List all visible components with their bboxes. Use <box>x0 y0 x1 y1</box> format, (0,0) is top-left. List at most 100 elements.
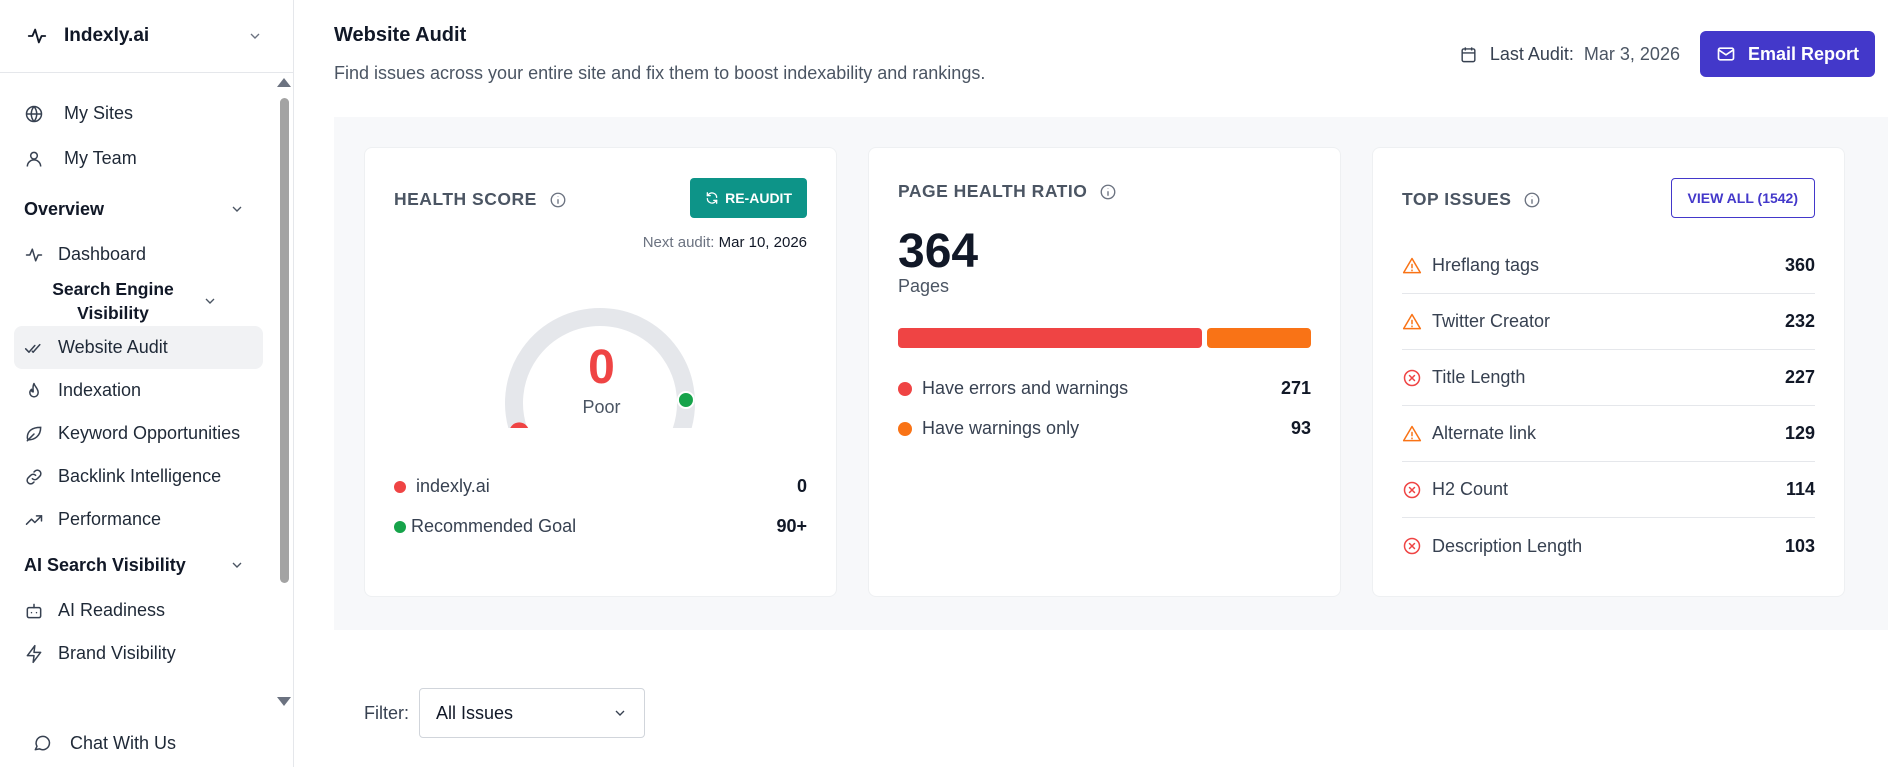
sidebar-item-keyword-opportunities[interactable]: Keyword Opportunities <box>14 412 263 455</box>
info-icon[interactable] <box>1099 183 1117 201</box>
page-health-ratio-title: PAGE HEALTH RATIO <box>898 181 1117 202</box>
main-content: Website Audit Find issues across your en… <box>294 0 1888 767</box>
filter-select[interactable]: All Issues <box>419 688 645 738</box>
issue-label: Title Length <box>1432 367 1526 387</box>
sidebar-scrollbar[interactable] <box>277 76 291 706</box>
sidebar-item-label: Indexation <box>58 380 142 400</box>
section-overview[interactable]: Overview <box>14 185 263 233</box>
error-circle-icon <box>1403 537 1421 555</box>
chat-with-us-button[interactable]: Chat With Us <box>0 719 293 767</box>
ratio-segment-warnings <box>1206 328 1311 348</box>
issue-row[interactable]: Alternate link 129 <box>1402 406 1815 462</box>
sidebar-item-label: My Team <box>64 148 137 168</box>
issue-row[interactable]: Description Length 103 <box>1402 518 1815 574</box>
link-icon <box>26 468 42 485</box>
site-switcher[interactable]: Indexly.ai <box>0 0 293 73</box>
issue-count: 232 <box>1784 311 1815 331</box>
chevron-down-icon <box>232 562 242 568</box>
issue-label: Description Length <box>1432 535 1583 556</box>
sidebar-item-dashboard[interactable]: Dashboard <box>14 233 263 276</box>
ratio-label: Have warnings only <box>922 418 1080 438</box>
zap-icon <box>26 644 42 663</box>
ratio-value: 271 <box>1280 378 1311 398</box>
page-header: Website Audit Find issues across your en… <box>294 0 1888 117</box>
scroll-up-arrow-icon[interactable] <box>277 78 291 87</box>
page-subtitle: Find issues across your entire site and … <box>334 63 986 83</box>
issue-count: 129 <box>1784 423 1815 443</box>
re-audit-label: RE-AUDIT <box>725 190 792 206</box>
sidebar-item-label: AI Readiness <box>58 600 166 620</box>
ratio-row-errors: Have errors and warnings 271 <box>898 378 1311 399</box>
leaf-icon <box>26 426 42 441</box>
ratio-segment-errors <box>898 328 1202 348</box>
sidebar-item-my-team[interactable]: My Team <box>14 136 263 181</box>
health-rating: Poor <box>582 397 621 417</box>
legend-label: indexly.ai <box>416 476 490 496</box>
issue-row[interactable]: H2 Count 114 <box>1402 462 1815 518</box>
gauge-score-marker <box>510 422 529 428</box>
legend-dot <box>898 421 912 436</box>
next-audit-date: Mar 10, 2026 <box>718 234 807 251</box>
last-audit: Last Audit: Mar 3, 2026 <box>1459 44 1680 65</box>
top-issues-card: TOP ISSUES VIEW ALL (1542) Hreflang tags… <box>1372 147 1845 597</box>
card-title-text: TOP ISSUES <box>1402 189 1512 209</box>
legend-dot <box>394 480 406 493</box>
sidebar: Indexly.ai My Sites My Team Overview Das… <box>0 0 294 767</box>
sidebar-item-my-sites[interactable]: My Sites <box>14 91 263 136</box>
issue-row[interactable]: Title Length 227 <box>1402 350 1815 406</box>
gauge-track <box>505 308 695 428</box>
trending-up-icon <box>25 514 43 525</box>
ratio-value: 93 <box>1290 418 1311 438</box>
chevron-down-icon <box>205 298 215 304</box>
legend-dot <box>898 381 912 396</box>
issue-label: Hreflang tags <box>1432 255 1540 275</box>
sidebar-item-backlink-intelligence[interactable]: Backlink Intelligence <box>14 455 263 498</box>
gauge-goal-marker <box>676 390 695 409</box>
chevron-down-icon <box>615 710 625 716</box>
section-ai-search-visibility[interactable]: AI Search Visibility <box>14 541 263 589</box>
legend-dot <box>394 520 406 533</box>
issue-row[interactable]: Twitter Creator 232 <box>1402 294 1815 350</box>
re-audit-button[interactable]: RE-AUDIT <box>690 178 807 218</box>
health-gauge <box>505 308 695 428</box>
info-icon[interactable] <box>549 191 567 209</box>
sidebar-item-performance[interactable]: Performance <box>14 498 263 541</box>
sidebar-item-label: My Sites <box>64 103 134 123</box>
warning-triangle-icon <box>1402 313 1422 329</box>
chat-label: Chat With Us <box>70 732 177 753</box>
summary-panel: HEALTH SCORE RE-AUDIT Next audit: Mar 10… <box>334 117 1888 630</box>
chevron-down-icon[interactable] <box>247 28 263 44</box>
refresh-icon <box>706 192 718 204</box>
info-icon[interactable] <box>1523 191 1541 209</box>
sidebar-item-ai-readiness[interactable]: AI Readiness <box>14 589 263 632</box>
issue-count: 114 <box>1785 479 1815 499</box>
issue-count: 103 <box>1784 535 1815 556</box>
subsection-search-engine-visibility[interactable]: Search Engine Visibility <box>14 276 263 326</box>
sidebar-item-indexation[interactable]: Indexation <box>14 369 263 412</box>
sidebar-item-website-audit[interactable]: Website Audit <box>14 326 263 369</box>
email-report-button[interactable]: Email Report <box>1699 31 1875 77</box>
scrollbar-thumb[interactable] <box>280 98 289 583</box>
sidebar-item-label: Brand Visibility <box>58 643 176 663</box>
issue-label: H2 Count <box>1432 479 1509 499</box>
scroll-down-arrow-icon[interactable] <box>277 697 291 706</box>
view-all-issues-button[interactable]: VIEW ALL (1542) <box>1670 178 1815 218</box>
email-report-label: Email Report <box>1747 43 1859 64</box>
sidebar-item-brand-visibility[interactable]: Brand Visibility <box>14 632 263 675</box>
issue-filter: Filter: All Issues <box>364 688 645 738</box>
bot-icon <box>26 603 42 618</box>
total-pages-value: 364 <box>898 225 979 278</box>
health-score-title: HEALTH SCORE <box>394 189 567 210</box>
error-circle-icon <box>1403 481 1421 498</box>
issue-label: Alternate link <box>1432 423 1537 443</box>
sidebar-item-label: Website Audit <box>58 337 168 357</box>
issue-row[interactable]: Hreflang tags 360 <box>1402 238 1815 294</box>
health-score-value: 0 <box>588 341 615 394</box>
calendar-icon <box>1461 46 1476 62</box>
filter-value: All Issues <box>436 702 514 723</box>
issue-count: 360 <box>1784 255 1815 275</box>
activity-icon <box>25 247 43 262</box>
legend-value: 0 <box>796 476 807 496</box>
globe-icon <box>25 105 43 122</box>
